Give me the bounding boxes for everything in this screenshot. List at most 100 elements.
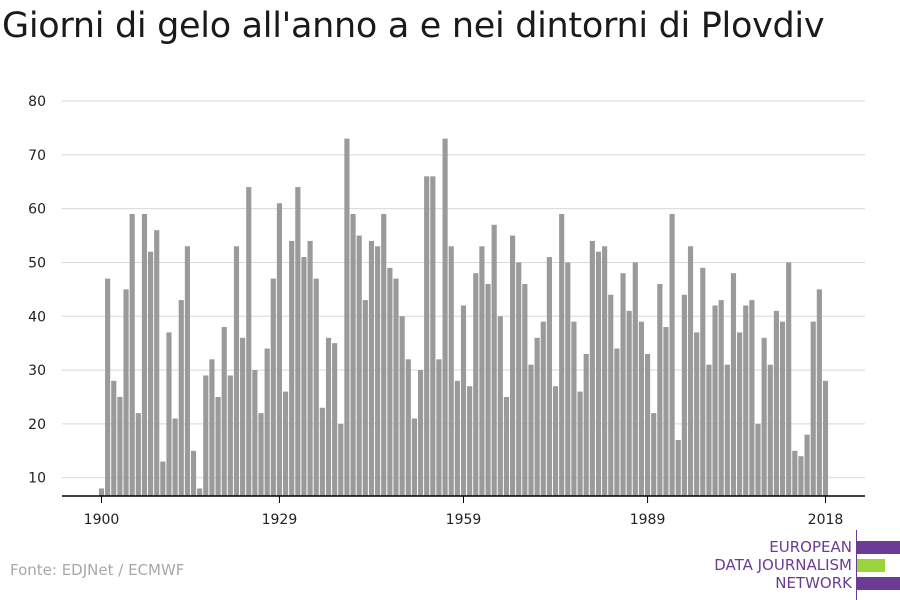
bar-1947[interactable] (387, 267, 393, 496)
bar-1999[interactable] (706, 364, 712, 496)
bar-1996[interactable] (687, 246, 694, 496)
bar-1993[interactable] (669, 214, 675, 496)
bar-1985[interactable] (620, 273, 626, 496)
bar-2010[interactable] (773, 310, 779, 496)
bar-1995[interactable] (681, 294, 687, 496)
bar-1925[interactable] (252, 370, 258, 496)
bar-2018[interactable] (822, 380, 829, 496)
bar-1963[interactable] (485, 283, 491, 496)
bar-1902[interactable] (111, 380, 117, 496)
bar-1955[interactable] (436, 359, 442, 496)
bar-1901[interactable] (105, 278, 111, 496)
bar-2008[interactable] (761, 337, 767, 496)
bar-1908[interactable] (148, 251, 154, 496)
bar-1942[interactable] (356, 235, 362, 496)
bar-1912[interactable] (172, 418, 178, 496)
bar-1945[interactable] (375, 246, 381, 496)
bar-1932[interactable] (295, 187, 301, 496)
bar-1976[interactable] (565, 262, 571, 496)
bar-1959[interactable] (460, 305, 467, 496)
bar-1938[interactable] (332, 343, 338, 496)
bar-1975[interactable] (559, 214, 565, 496)
bar-1922[interactable] (233, 246, 240, 496)
bar-1914[interactable] (184, 246, 190, 496)
bar-1969[interactable] (522, 283, 528, 496)
bar-2000[interactable] (712, 305, 718, 496)
bar-1962[interactable] (479, 246, 485, 496)
bar-1941[interactable] (350, 214, 356, 496)
bar-1953[interactable] (424, 176, 430, 496)
bar-1972[interactable] (540, 321, 546, 496)
bar-1943[interactable] (362, 300, 368, 496)
bar-1956[interactable] (442, 138, 448, 497)
bar-1909[interactable] (154, 230, 160, 496)
bar-2016[interactable] (810, 321, 816, 496)
bar-1915[interactable] (190, 450, 197, 496)
bar-1928[interactable] (270, 278, 276, 496)
bar-2015[interactable] (804, 434, 810, 496)
bar-1958[interactable] (454, 380, 460, 496)
bar-1930[interactable] (282, 391, 289, 496)
bar-1997[interactable] (694, 332, 700, 496)
bar-1934[interactable] (307, 240, 313, 496)
bar-1992[interactable] (663, 327, 669, 496)
bar-1987[interactable] (632, 262, 638, 496)
bar-2005[interactable] (743, 305, 749, 496)
bar-1921[interactable] (227, 375, 233, 496)
bar-2011[interactable] (779, 321, 786, 496)
bar-1983[interactable] (608, 294, 614, 496)
bar-1905[interactable] (129, 214, 135, 496)
bar-1981[interactable] (595, 251, 602, 496)
bar-1977[interactable] (571, 321, 577, 496)
bar-1900[interactable] (98, 488, 105, 496)
bar-1904[interactable] (123, 289, 129, 496)
bar-2013[interactable] (792, 450, 798, 496)
bar-1950[interactable] (405, 359, 411, 496)
bar-1964[interactable] (491, 224, 497, 496)
bar-1946[interactable] (381, 214, 387, 496)
bar-1971[interactable] (534, 337, 540, 496)
bar-1991[interactable] (657, 283, 663, 496)
bar-1980[interactable] (589, 240, 595, 496)
bar-2006[interactable] (749, 300, 755, 496)
bar-2012[interactable] (786, 262, 792, 496)
bar-1978[interactable] (577, 391, 583, 496)
bar-1990[interactable] (651, 413, 657, 496)
bar-1918[interactable] (209, 359, 215, 496)
bar-1916[interactable] (197, 488, 203, 496)
bar-2004[interactable] (737, 332, 743, 496)
bar-1933[interactable] (301, 257, 307, 496)
bar-1926[interactable] (258, 413, 264, 496)
bar-1944[interactable] (368, 240, 375, 496)
bar-1960[interactable] (467, 386, 473, 496)
bar-1965[interactable] (497, 316, 503, 496)
bar-1967[interactable] (510, 235, 516, 496)
bar-2001[interactable] (718, 300, 724, 496)
bar-1911[interactable] (166, 332, 172, 496)
bar-2003[interactable] (730, 273, 737, 496)
bar-1935[interactable] (313, 278, 319, 496)
bar-1936[interactable] (319, 407, 325, 496)
bar-1984[interactable] (614, 348, 620, 496)
bar-1903[interactable] (117, 396, 123, 496)
bar-1988[interactable] (638, 321, 645, 496)
bar-1982[interactable] (602, 246, 608, 496)
bar-2017[interactable] (816, 289, 822, 496)
bar-1948[interactable] (393, 278, 399, 496)
bar-1929[interactable] (276, 203, 283, 496)
bar-1906[interactable] (135, 413, 141, 496)
bar-1937[interactable] (325, 337, 332, 496)
bar-1913[interactable] (178, 300, 184, 496)
bar-1920[interactable] (221, 327, 227, 496)
bar-1923[interactable] (240, 337, 246, 496)
bar-1989[interactable] (644, 353, 651, 496)
bar-1919[interactable] (215, 396, 221, 496)
bar-2014[interactable] (798, 456, 804, 496)
bar-1966[interactable] (503, 396, 510, 496)
bar-2007[interactable] (755, 423, 761, 496)
bar-1954[interactable] (430, 176, 436, 496)
bar-2009[interactable] (767, 364, 773, 496)
bar-1951[interactable] (411, 418, 417, 496)
edjnet-logo[interactable]: EUROPEAN DATA JOURNALISM NETWORK (700, 530, 900, 600)
bar-1940[interactable] (344, 138, 350, 497)
